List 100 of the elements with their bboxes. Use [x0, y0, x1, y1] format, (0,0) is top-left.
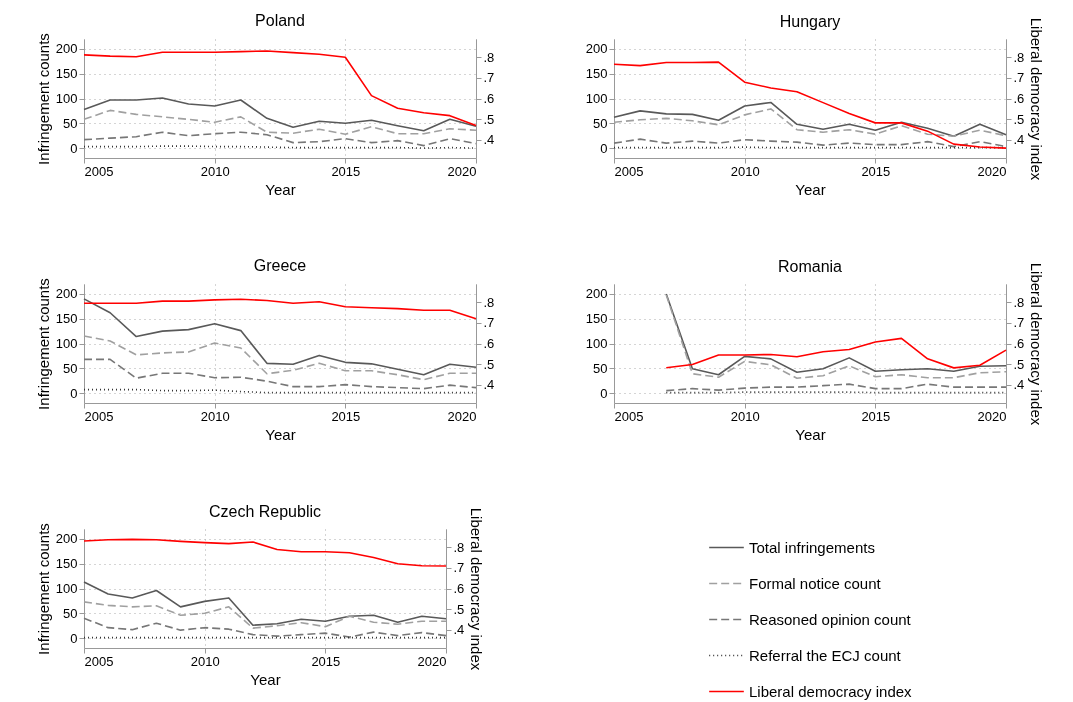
- y2-tick-label: .7: [483, 315, 495, 331]
- x-axis-title: Year: [265, 180, 296, 198]
- y-tick-label: 50: [63, 605, 78, 621]
- y-tick-label: 100: [585, 336, 608, 351]
- y-tick-label: 150: [55, 66, 78, 82]
- x-tick-label: 2015: [331, 163, 361, 179]
- y-tick-label: 200: [55, 531, 78, 547]
- y-tick-label: 100: [55, 91, 78, 106]
- y2-tick-label: .7: [1013, 70, 1025, 86]
- x-tick-label: 2010: [730, 163, 760, 179]
- y-tick-label: 200: [55, 286, 78, 302]
- y2-axis-title: Liberal democracy index: [468, 507, 486, 671]
- legend-label: Reasoned opinion count: [749, 610, 912, 628]
- y2-tick-label: .8: [453, 539, 465, 555]
- line-series: [83, 581, 447, 626]
- line-series: [83, 97, 477, 132]
- y2-tick-label: .6: [483, 91, 495, 106]
- y2-tick-label: .5: [483, 356, 495, 372]
- y-tick-label: 0: [70, 140, 78, 156]
- y2-tick-label: .6: [1013, 91, 1025, 106]
- y2-tick-label: .5: [453, 601, 465, 617]
- legend-label: Formal notice count: [749, 574, 882, 592]
- x-axis-title: Year: [250, 670, 281, 688]
- y2-tick-label: .4: [1013, 377, 1025, 393]
- y-tick-label: 0: [600, 140, 608, 156]
- y-tick-label: 200: [585, 41, 608, 57]
- x-tick-label: 2010: [200, 163, 230, 179]
- y2-tick-label: .4: [453, 622, 465, 638]
- legend-label: Liberal democracy index: [749, 682, 913, 700]
- line-series: [665, 383, 1007, 392]
- y-axis-title: Infringement counts: [34, 523, 52, 655]
- y-axis-title: Infringement counts: [34, 33, 52, 165]
- y2-tick-label: .4: [1013, 132, 1025, 148]
- y-tick-label: 200: [585, 286, 608, 302]
- chart-title: Poland: [255, 11, 305, 29]
- chart-title: Czech Republic: [208, 503, 322, 521]
- y2-tick-label: .4: [483, 132, 495, 148]
- y-tick-label: 0: [600, 385, 608, 401]
- y-tick-label: 100: [585, 91, 608, 106]
- y-axis-title: Infringement counts: [34, 278, 52, 410]
- x-tick-label: 2015: [861, 408, 891, 424]
- y2-tick-label: .7: [453, 560, 465, 576]
- x-tick-label: 2020: [977, 408, 1007, 424]
- x-tick-label: 2020: [447, 408, 477, 424]
- y2-tick-label: .8: [483, 294, 495, 310]
- line-series: [83, 50, 477, 127]
- y-tick-label: 150: [55, 311, 78, 327]
- x-tick-label: 2020: [447, 163, 477, 179]
- line-series: [83, 538, 447, 567]
- x-tick-label: 2010: [190, 653, 220, 669]
- y-tick-label: 100: [55, 336, 78, 351]
- y-tick-label: 50: [63, 360, 78, 376]
- x-tick-label: 2015: [311, 653, 341, 669]
- x-tick-label: 2015: [861, 163, 891, 179]
- y-tick-label: 150: [585, 311, 608, 327]
- line-series: [83, 131, 477, 147]
- x-tick-label: 2005: [614, 408, 644, 424]
- legend-label: Total infringements: [749, 538, 875, 556]
- line-series: [83, 358, 477, 390]
- y2-tick-label: .4: [483, 377, 495, 393]
- x-tick-label: 2005: [84, 163, 114, 179]
- x-tick-label: 2020: [977, 163, 1007, 179]
- line-series: [83, 298, 477, 376]
- x-tick-label: 2005: [84, 408, 114, 424]
- y-tick-label: 150: [55, 556, 78, 572]
- x-axis-title: Year: [265, 425, 296, 443]
- x-tick-label: 2005: [614, 163, 644, 179]
- y2-axis-title: Liberal democracy index: [1028, 17, 1046, 181]
- legend-label: Referral the ECJ count: [749, 646, 902, 664]
- line-series: [665, 337, 1007, 369]
- y-tick-label: 50: [593, 115, 608, 131]
- y-tick-label: 150: [585, 66, 608, 82]
- y2-tick-label: .6: [453, 581, 465, 596]
- x-tick-label: 2005: [84, 653, 114, 669]
- y-tick-label: 100: [55, 581, 78, 596]
- y-tick-label: 50: [63, 115, 78, 131]
- chart-title: Romania: [777, 258, 843, 276]
- y-tick-label: 200: [55, 41, 78, 57]
- y2-tick-label: .8: [483, 49, 495, 65]
- y2-tick-label: .8: [1013, 49, 1025, 65]
- x-tick-label: 2010: [730, 408, 760, 424]
- x-tick-label: 2015: [331, 408, 361, 424]
- x-tick-label: 2020: [417, 653, 447, 669]
- y2-tick-label: .8: [1013, 294, 1025, 310]
- y2-tick-label: .5: [1013, 356, 1025, 372]
- line-series: [613, 101, 1007, 137]
- y2-tick-label: .7: [483, 70, 495, 86]
- y2-tick-label: .7: [1013, 315, 1025, 331]
- y-tick-label: 50: [593, 360, 608, 376]
- line-series: [83, 298, 477, 320]
- y2-tick-label: .5: [483, 111, 495, 127]
- chart-title: Hungary: [779, 13, 841, 31]
- chart-title: Greece: [253, 256, 307, 274]
- line-series: [83, 617, 447, 638]
- line-series: [613, 61, 1007, 149]
- x-axis-title: Year: [795, 180, 826, 198]
- y2-tick-label: .6: [483, 336, 495, 351]
- y-tick-label: 0: [70, 385, 78, 401]
- y-tick-label: 0: [70, 630, 78, 646]
- y2-tick-label: .5: [1013, 111, 1025, 127]
